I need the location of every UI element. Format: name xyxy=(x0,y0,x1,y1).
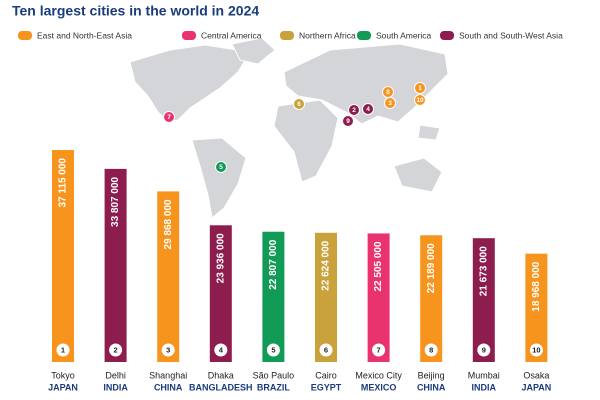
bar xyxy=(52,150,74,362)
country-label: JAPAN xyxy=(521,382,551,392)
south-america xyxy=(191,137,247,219)
country-label: INDIA xyxy=(103,382,128,392)
rank-label: 6 xyxy=(324,345,328,354)
country-label: BRAZIL xyxy=(257,382,290,392)
country-label: CHINA xyxy=(154,382,183,392)
rank-badge xyxy=(319,343,333,357)
legend-label: Northern Africa xyxy=(299,30,356,40)
rank-label: 2 xyxy=(114,345,118,354)
value-label: 22 624 000 xyxy=(321,240,332,290)
world-map xyxy=(129,37,449,219)
map-marker-label: 5 xyxy=(219,164,223,171)
country-label: MEXICO xyxy=(361,382,397,392)
map-marker-label: 1 xyxy=(418,85,422,92)
map-marker-label: 2 xyxy=(352,107,356,114)
country-label: BANGLADESH xyxy=(189,382,253,392)
value-label: 33 807 000 xyxy=(110,176,121,226)
rank-badge xyxy=(214,343,228,357)
map-marker-label: 10 xyxy=(416,97,424,104)
bar xyxy=(367,233,390,362)
rank-badge xyxy=(109,343,123,357)
map-marker xyxy=(215,161,227,173)
islands xyxy=(417,124,441,141)
map-marker xyxy=(348,104,360,116)
city-label: Dhaka xyxy=(208,370,234,380)
map-marker-label: 6 xyxy=(297,101,301,108)
city-label: Shanghai xyxy=(149,370,187,380)
country-label: JAPAN xyxy=(48,382,78,392)
value-label: 21 673 000 xyxy=(478,246,489,296)
rank-badge xyxy=(56,343,70,357)
value-label: 22 189 000 xyxy=(426,243,437,293)
map-marker xyxy=(414,82,426,94)
city-label: Beijing xyxy=(418,370,445,380)
map-marker-label: 3 xyxy=(388,100,392,107)
city-label: Cairo xyxy=(315,370,337,380)
value-label: 37 115 000 xyxy=(58,158,69,208)
map-marker-label: 4 xyxy=(366,106,370,113)
value-label: 29 868 000 xyxy=(163,199,174,249)
legend-swatch xyxy=(18,31,32,40)
map-marker-label: 8 xyxy=(386,89,390,96)
map-marker-label: 7 xyxy=(167,114,171,121)
eurasia xyxy=(283,43,449,125)
rank-badge xyxy=(372,343,386,357)
rank-label: 1 xyxy=(61,345,65,354)
north-america xyxy=(129,44,251,123)
australia xyxy=(393,157,443,193)
rank-label: 7 xyxy=(377,345,381,354)
legend-label: Central America xyxy=(201,30,262,40)
greenland xyxy=(231,37,276,65)
bar xyxy=(209,225,232,362)
legend-swatch xyxy=(357,31,371,40)
map-marker xyxy=(414,94,426,106)
legend-label: East and North-East Asia xyxy=(37,30,132,40)
rank-label: 4 xyxy=(219,345,224,354)
legend-swatch xyxy=(280,31,294,40)
bar xyxy=(104,168,127,362)
city-label: Osaka xyxy=(523,370,549,380)
rank-badge xyxy=(477,343,491,357)
map-marker xyxy=(342,115,354,127)
bar xyxy=(420,235,443,362)
value-label: 22 807 000 xyxy=(268,239,279,289)
map-marker xyxy=(382,86,394,98)
country-label: INDIA xyxy=(472,382,497,392)
rank-badge xyxy=(161,343,175,357)
chart-title: Ten largest cities in the world in 2024 xyxy=(12,3,259,19)
city-label: Tokyo xyxy=(51,370,75,380)
value-label: 22 505 000 xyxy=(373,241,384,291)
map-marker xyxy=(362,103,374,115)
city-label: Mexico City xyxy=(355,370,402,380)
rank-label: 5 xyxy=(271,345,275,354)
map-marker xyxy=(163,111,175,123)
rank-badge xyxy=(266,343,280,357)
legend-swatch xyxy=(440,31,454,40)
city-label: Delhi xyxy=(105,370,126,380)
africa xyxy=(273,99,339,183)
value-label: 18 968 000 xyxy=(531,261,542,311)
legend-label: South and South-West Asia xyxy=(459,30,563,40)
city-label: São Paulo xyxy=(253,370,295,380)
rank-label: 10 xyxy=(532,345,540,354)
rank-label: 8 xyxy=(429,345,433,354)
country-label: CHINA xyxy=(417,382,446,392)
bar xyxy=(262,231,285,362)
bar xyxy=(157,191,180,362)
country-label: EGYPT xyxy=(311,382,342,392)
city-label: Mumbai xyxy=(468,370,500,380)
bar xyxy=(525,253,548,362)
rank-badge xyxy=(424,343,438,357)
rank-label: 3 xyxy=(166,345,170,354)
map-marker-label: 9 xyxy=(346,118,350,125)
bar xyxy=(315,232,337,362)
value-label: 23 936 000 xyxy=(215,233,226,283)
rank-badge xyxy=(529,343,543,357)
bar xyxy=(472,238,495,362)
legend-label: South America xyxy=(376,30,432,40)
legend-swatch xyxy=(182,31,196,40)
rank-label: 9 xyxy=(482,345,486,354)
map-marker xyxy=(293,98,305,110)
